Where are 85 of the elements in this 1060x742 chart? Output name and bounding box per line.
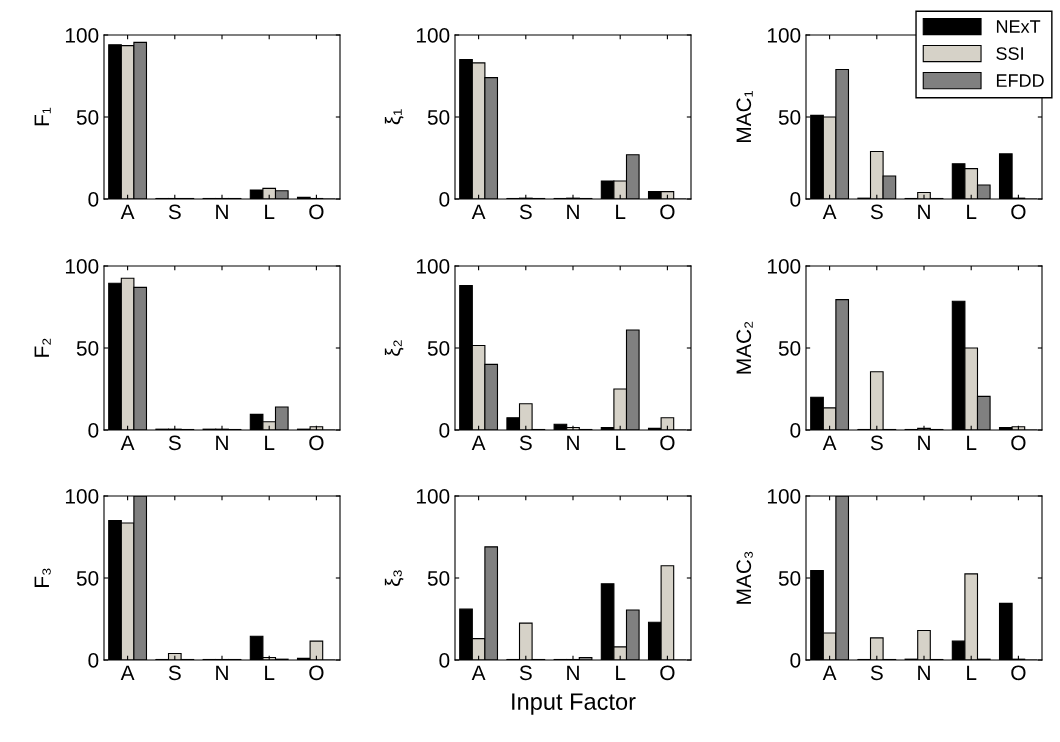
x-tick-label: S <box>519 665 532 681</box>
x-axis-title: Input Factor <box>512 693 636 715</box>
x-tick-label: S <box>168 435 181 451</box>
x-tick-label: N <box>918 665 930 680</box>
y-tick-label: 0 <box>88 423 99 438</box>
y-tick-label: 0 <box>790 423 801 438</box>
y-tick-label: 50 <box>76 110 99 125</box>
x-tick-label: S <box>870 204 883 220</box>
x-tick-label: O <box>660 435 675 451</box>
x-tick-label: N <box>567 665 579 680</box>
y-tick-label: 100 <box>767 489 801 504</box>
y-axis-title: MAC₃ <box>736 551 753 604</box>
x-tick-label: O <box>660 665 675 681</box>
x-tick-label: A <box>822 435 837 450</box>
x-tick-label: L <box>616 435 626 450</box>
x-tick-label: A <box>471 204 486 219</box>
x-tick-label: N <box>216 435 228 450</box>
legend-label: SSI <box>996 47 1023 60</box>
x-tick-label: O <box>660 204 675 220</box>
y-tick-label: 0 <box>88 192 99 207</box>
y-tick-label: 50 <box>427 571 450 586</box>
y-axis-title: MAC₂ <box>736 321 753 374</box>
legend-label: EFDD <box>996 74 1044 87</box>
x-tick-label: L <box>265 204 275 219</box>
y-axis-title: F₁ <box>34 107 51 126</box>
x-tick-label: L <box>967 204 977 219</box>
x-tick-label: O <box>309 204 324 220</box>
x-tick-label: N <box>918 435 930 450</box>
x-tick-label: S <box>519 435 532 451</box>
x-tick-label: N <box>216 665 228 680</box>
y-tick-label: 0 <box>790 192 801 207</box>
y-axis-title: ξ₁ <box>384 109 404 125</box>
y-tick-label: 100 <box>767 259 801 274</box>
y-tick-label: 50 <box>76 341 99 356</box>
y-tick-label: 100 <box>767 28 801 43</box>
legend-label: NExT <box>996 20 1041 33</box>
y-tick-label: 50 <box>778 571 801 586</box>
x-tick-label: O <box>309 665 324 681</box>
y-axis-title: F₂ <box>34 338 51 357</box>
x-tick-label: L <box>265 665 275 680</box>
x-tick-label: A <box>822 665 837 680</box>
x-tick-label: A <box>471 435 486 450</box>
y-tick-label: 100 <box>65 259 99 274</box>
y-tick-label: 100 <box>416 28 450 43</box>
x-tick-label: A <box>822 204 837 219</box>
x-tick-label: O <box>1011 665 1026 681</box>
y-tick-label: 0 <box>439 192 450 207</box>
y-tick-label: 50 <box>427 110 450 125</box>
x-tick-label: A <box>120 665 135 680</box>
x-tick-label: S <box>870 435 883 451</box>
x-tick-label: S <box>870 665 883 681</box>
x-tick-label: S <box>168 665 181 681</box>
y-tick-label: 100 <box>65 28 99 43</box>
y-axis-title: F₃ <box>34 568 51 587</box>
x-tick-label: A <box>120 435 135 450</box>
x-tick-label: L <box>967 435 977 450</box>
y-tick-label: 50 <box>778 110 801 125</box>
y-axis-title: ξ₃ <box>384 570 404 587</box>
y-tick-label: 0 <box>439 653 450 668</box>
x-tick-label: N <box>918 204 930 219</box>
x-tick-label: N <box>567 435 579 450</box>
y-axis-title: ξ₂ <box>384 340 404 356</box>
x-tick-label: L <box>616 204 626 219</box>
x-tick-label: S <box>168 204 181 220</box>
y-tick-label: 100 <box>65 489 99 504</box>
x-tick-label: O <box>1011 435 1026 451</box>
y-tick-label: 0 <box>439 423 450 438</box>
y-tick-label: 50 <box>427 341 450 356</box>
y-tick-label: 50 <box>76 571 99 586</box>
y-tick-label: 0 <box>88 653 99 668</box>
x-tick-label: A <box>120 204 135 219</box>
x-tick-label: L <box>967 665 977 680</box>
y-tick-label: 100 <box>416 259 450 274</box>
y-tick-label: 0 <box>790 653 801 668</box>
x-tick-label: L <box>616 665 626 680</box>
y-axis-title: MAC₁ <box>736 90 753 142</box>
x-tick-label: O <box>309 435 324 451</box>
x-tick-label: S <box>519 204 532 220</box>
x-tick-label: N <box>567 204 579 219</box>
y-tick-label: 50 <box>778 341 801 356</box>
x-tick-label: N <box>216 204 228 219</box>
x-tick-label: A <box>471 665 486 680</box>
y-tick-label: 100 <box>416 489 450 504</box>
x-tick-label: L <box>265 435 275 450</box>
x-tick-label: O <box>1011 204 1026 220</box>
